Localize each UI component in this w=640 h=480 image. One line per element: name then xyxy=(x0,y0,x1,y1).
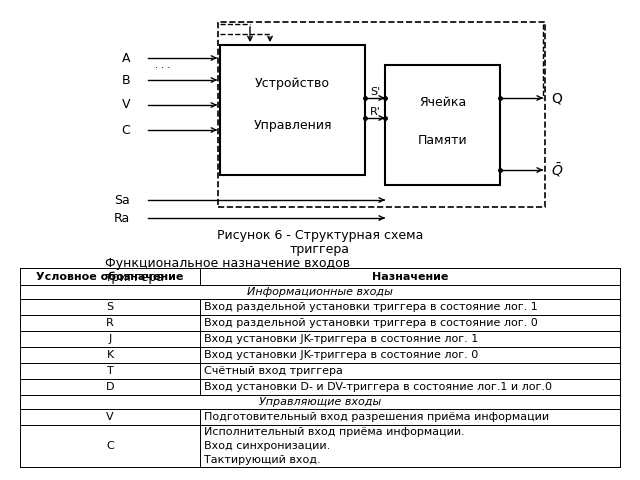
Text: Исполнительный вход приёма информации.: Исполнительный вход приёма информации. xyxy=(204,427,465,437)
Text: Вход установки D- и DV-триггера в состояние лог.1 и лог.0: Вход установки D- и DV-триггера в состоя… xyxy=(204,382,552,392)
Text: Условное обозначение: Условное обозначение xyxy=(36,272,184,281)
Text: Устройство: Устройство xyxy=(255,76,330,89)
Text: Вход установки JK-триггера в состояние лог. 0: Вход установки JK-триггера в состояние л… xyxy=(204,350,478,360)
Bar xyxy=(218,22,545,207)
Bar xyxy=(220,45,365,175)
Text: R: R xyxy=(106,318,114,328)
Text: Функциональное назначение входов: Функциональное назначение входов xyxy=(105,256,350,269)
Text: D: D xyxy=(106,382,115,392)
Text: J: J xyxy=(108,334,111,344)
Text: Вход раздельной установки триггера в состояние лог. 0: Вход раздельной установки триггера в сос… xyxy=(204,318,538,328)
Text: · · ·: · · · xyxy=(156,63,171,73)
Text: Вход раздельной установки триггера в состояние лог. 1: Вход раздельной установки триггера в сос… xyxy=(204,302,538,312)
Text: Ra: Ra xyxy=(114,212,130,225)
Text: триггера: триггера xyxy=(105,271,165,284)
Text: T: T xyxy=(107,366,113,376)
Text: Ячейка: Ячейка xyxy=(419,96,466,109)
Text: Информационные входы: Информационные входы xyxy=(247,287,393,297)
Text: C: C xyxy=(121,123,130,136)
Text: S': S' xyxy=(370,87,380,97)
Text: Памяти: Памяти xyxy=(418,133,467,146)
Text: A: A xyxy=(122,51,130,64)
Text: V: V xyxy=(122,98,130,111)
Text: Тактирующий вход.: Тактирующий вход. xyxy=(204,455,321,465)
Text: R': R' xyxy=(370,107,381,117)
Text: B: B xyxy=(122,73,130,86)
Text: Управляющие входы: Управляющие входы xyxy=(259,397,381,407)
Text: Вход синхронизации.: Вход синхронизации. xyxy=(204,441,330,451)
Text: Управления: Управления xyxy=(253,119,332,132)
Text: V: V xyxy=(106,412,114,422)
Bar xyxy=(385,65,500,185)
Text: Назначение: Назначение xyxy=(372,272,448,281)
Text: Счётный вход триггера: Счётный вход триггера xyxy=(204,366,343,376)
Text: $\bar{Q}$: $\bar{Q}$ xyxy=(551,161,563,179)
Text: Вход установки JK-триггера в состояние лог. 1: Вход установки JK-триггера в состояние л… xyxy=(204,334,478,344)
Text: S: S xyxy=(106,302,113,312)
Text: Подготовительный вход разрешения приёма информации: Подготовительный вход разрешения приёма … xyxy=(204,412,549,422)
Text: C: C xyxy=(106,441,114,451)
Text: Sa: Sa xyxy=(115,193,130,206)
Text: K: K xyxy=(106,350,114,360)
Text: Рисунок 6 - Структурная схема: Рисунок 6 - Структурная схема xyxy=(217,228,423,241)
Text: триггера: триггера xyxy=(290,242,350,255)
Text: Q: Q xyxy=(551,91,562,105)
